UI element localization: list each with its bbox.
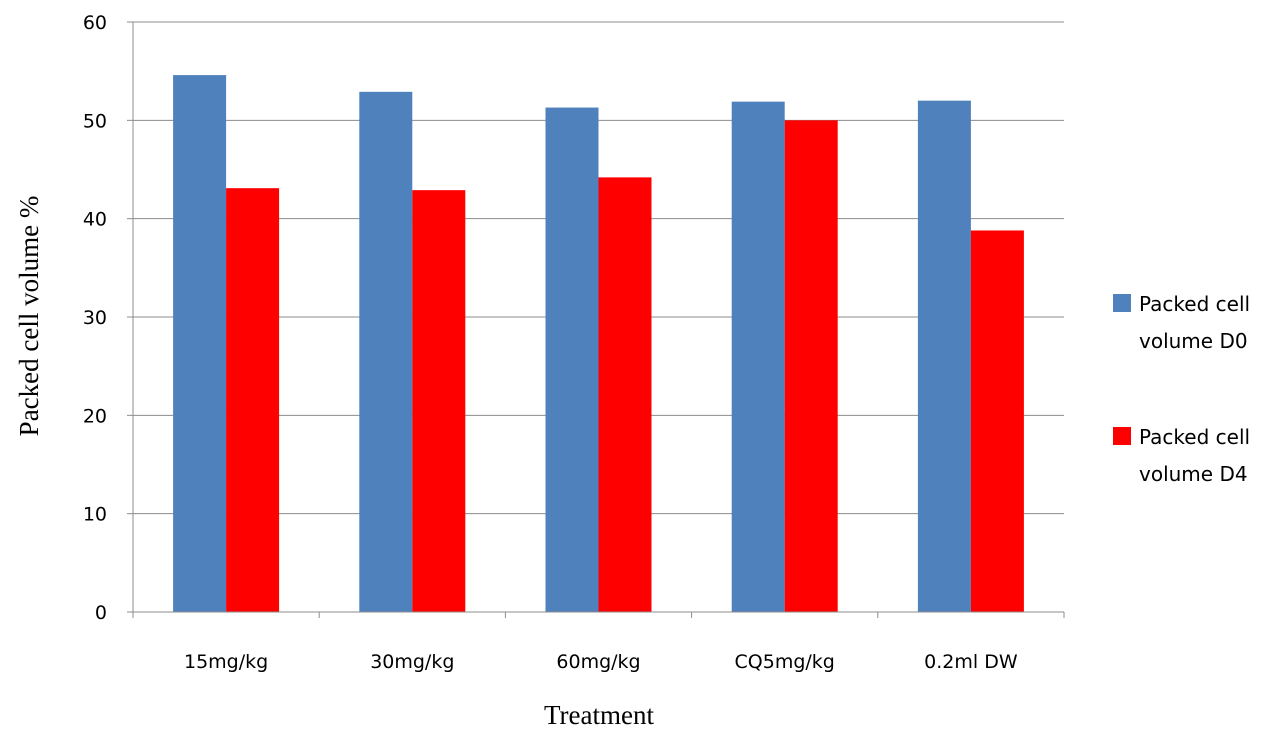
legend: Packed cell volume D0 Packed cell volume D4	[1113, 292, 1250, 486]
bar-d0	[545, 107, 599, 613]
y-axis-title: Packed cell volume %	[14, 196, 44, 437]
bar-d4	[784, 120, 838, 612]
y-tick-label: 10	[83, 504, 107, 526]
legend-swatch	[1113, 294, 1131, 312]
bar-d0	[359, 91, 413, 613]
bar-d4	[412, 190, 466, 612]
y-tick-label: 20	[83, 405, 107, 427]
y-tick-label: 40	[83, 209, 107, 231]
y-tick-label: 60	[83, 12, 107, 34]
legend-label: Packed cell	[1139, 425, 1250, 449]
bar-d0	[173, 75, 227, 613]
bar-d0	[917, 100, 971, 613]
x-axis-title: Treatment	[544, 700, 654, 729]
x-category-label: 0.2ml DW	[924, 651, 1018, 673]
y-tick-labels: 0 10 20 30 40 50 60	[83, 12, 107, 624]
x-category-labels: 15mg/kg 30mg/kg 60mg/kg CQ5mg/kg 0.2ml DW	[184, 651, 1018, 673]
legend-swatch	[1113, 427, 1131, 445]
legend-label: Packed cell	[1139, 292, 1250, 316]
x-category-label: 15mg/kg	[184, 651, 268, 673]
y-tick-label: 50	[83, 110, 107, 132]
y-tick-label: 30	[83, 307, 107, 329]
bar-d4	[598, 177, 652, 612]
bar-d0	[731, 101, 785, 613]
x-category-label: 60mg/kg	[556, 651, 640, 673]
legend-label: volume D4	[1139, 462, 1248, 486]
y-tick-label: 0	[95, 602, 107, 624]
x-category-label: CQ5mg/kg	[735, 651, 835, 673]
bar-d4	[226, 188, 280, 612]
axes	[132, 22, 1065, 618]
bars	[173, 75, 1024, 613]
bar-d4	[970, 230, 1024, 612]
legend-label: volume D0	[1139, 329, 1248, 353]
x-category-label: 30mg/kg	[370, 651, 454, 673]
